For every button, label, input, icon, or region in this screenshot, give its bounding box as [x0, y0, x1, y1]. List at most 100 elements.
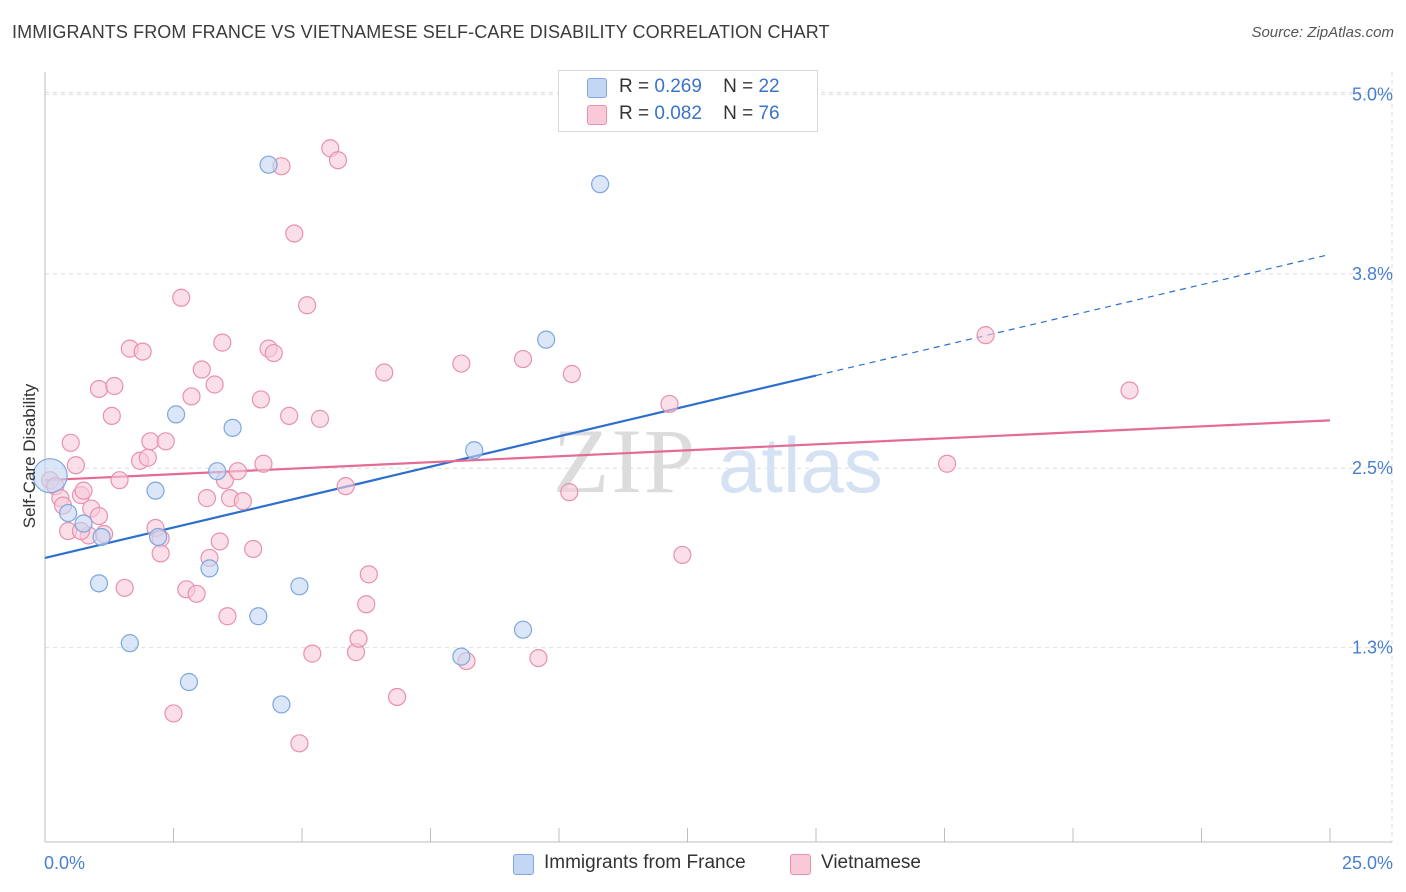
data-point-vietnamese	[115, 578, 134, 597]
data-point-vietnamese	[290, 734, 309, 753]
data-point-vietnamese	[61, 433, 80, 452]
data-point-vietnamese	[562, 364, 581, 384]
data-point-france	[208, 462, 227, 481]
data-point-vietnamese	[228, 462, 247, 481]
legend-label-france: Immigrants from France	[544, 852, 746, 873]
trend-line-france	[44, 374, 817, 559]
legend-r-label: R =	[619, 103, 650, 124]
data-point-vietnamese	[102, 406, 121, 425]
data-point-vietnamese	[254, 454, 273, 473]
data-point-vietnamese	[251, 390, 270, 409]
data-point-vietnamese	[233, 492, 252, 511]
legend-n-label: N =	[723, 103, 754, 124]
data-point-vietnamese	[976, 326, 995, 345]
data-point-vietnamese	[218, 607, 237, 626]
data-point-vietnamese	[336, 477, 355, 496]
data-point-vietnamese	[328, 151, 348, 170]
y-tick-label: 5.0%	[1352, 84, 1393, 104]
data-point-france	[146, 481, 165, 500]
legend-swatch-france	[587, 78, 607, 98]
data-points	[32, 139, 1139, 753]
x-tick-label: 0.0%	[44, 853, 85, 873]
data-point-vietnamese	[560, 483, 579, 502]
data-point-vietnamese	[172, 288, 191, 307]
data-point-france	[223, 418, 242, 437]
data-point-vietnamese	[89, 379, 109, 399]
data-point-france	[513, 620, 533, 639]
data-point-vietnamese	[310, 409, 330, 428]
data-point-france	[290, 577, 309, 596]
tick-labels: 1.3% 2.5% 3.8% 5.0% 0.0% 25.0%	[44, 84, 1393, 873]
data-point-vietnamese	[1120, 381, 1139, 400]
data-point-vietnamese	[213, 333, 232, 352]
source-label: Source: ZipAtlas.com	[1251, 24, 1394, 41]
x-tick-label: 25.0%	[1342, 853, 1393, 873]
data-point-france	[272, 695, 291, 714]
data-point-vietnamese	[660, 394, 679, 414]
data-point-vietnamese	[298, 296, 317, 315]
trend-line-france-extension	[815, 253, 1331, 377]
legend-swatch-france	[513, 854, 534, 875]
data-point-vietnamese	[673, 545, 692, 565]
data-point-france	[148, 527, 168, 547]
data-point-france	[591, 175, 610, 194]
data-point-vietnamese	[74, 481, 93, 500]
legend-r-value: 0.082	[654, 103, 702, 124]
chart-title: IMMIGRANTS FROM FRANCE VS VIETNAMESE SEL…	[12, 22, 830, 42]
data-point-vietnamese	[210, 532, 229, 551]
y-tick-label: 3.8%	[1352, 264, 1393, 284]
y-axis-label: Self-Care Disability	[20, 383, 39, 528]
data-point-france	[249, 607, 268, 626]
legend-n-value: 22	[758, 76, 780, 97]
data-point-france	[259, 155, 278, 174]
data-point-vietnamese	[529, 648, 548, 668]
legend-swatch-vietnamese	[790, 854, 811, 875]
data-point-vietnamese	[182, 387, 201, 406]
data-point-vietnamese	[285, 224, 304, 243]
data-point-france	[74, 514, 93, 533]
data-point-france	[179, 672, 199, 692]
data-point-vietnamese	[937, 454, 957, 473]
legend-r-value: 0.269	[654, 76, 702, 97]
data-point-vietnamese	[303, 644, 322, 663]
y-tick-label: 1.3%	[1352, 638, 1393, 658]
data-point-france	[200, 559, 219, 578]
data-point-vietnamese	[156, 432, 175, 451]
data-point-vietnamese	[187, 584, 206, 603]
data-point-vietnamese	[357, 595, 376, 614]
data-point-france	[537, 330, 556, 349]
legend-r-label: R =	[619, 76, 650, 97]
data-point-vietnamese	[513, 349, 533, 369]
data-point-vietnamese	[205, 375, 224, 394]
data-point-vietnamese	[164, 704, 183, 723]
data-point-vietnamese	[264, 343, 283, 363]
axes	[44, 72, 1392, 843]
y-tick-label: 2.5%	[1352, 458, 1393, 478]
trend-lines	[44, 253, 1331, 559]
data-point-france	[32, 458, 68, 494]
data-point-vietnamese	[110, 471, 129, 490]
data-point-vietnamese	[452, 354, 471, 373]
legend-swatch-vietnamese	[587, 105, 607, 125]
data-point-france	[59, 503, 78, 523]
data-point-vietnamese	[66, 456, 85, 475]
data-point-vietnamese	[387, 687, 407, 707]
data-point-vietnamese	[89, 506, 109, 526]
data-point-vietnamese	[280, 406, 299, 425]
data-point-vietnamese	[359, 565, 378, 584]
data-point-vietnamese	[349, 629, 368, 648]
data-point-france	[465, 441, 484, 460]
data-point-vietnamese	[375, 363, 394, 382]
legend-label-vietnamese: Vietnamese	[821, 852, 921, 873]
data-point-france	[452, 647, 471, 666]
data-point-france	[166, 405, 186, 424]
data-point-france	[89, 574, 109, 593]
data-point-vietnamese	[138, 448, 157, 467]
data-point-vietnamese	[151, 544, 170, 563]
correlation-legend: R = 0.269 N = 22 R = 0.082 N = 76	[558, 70, 818, 132]
data-point-france	[92, 527, 111, 547]
data-point-vietnamese	[192, 360, 211, 379]
legend-n-label: N =	[723, 76, 754, 97]
data-point-vietnamese	[244, 539, 263, 559]
